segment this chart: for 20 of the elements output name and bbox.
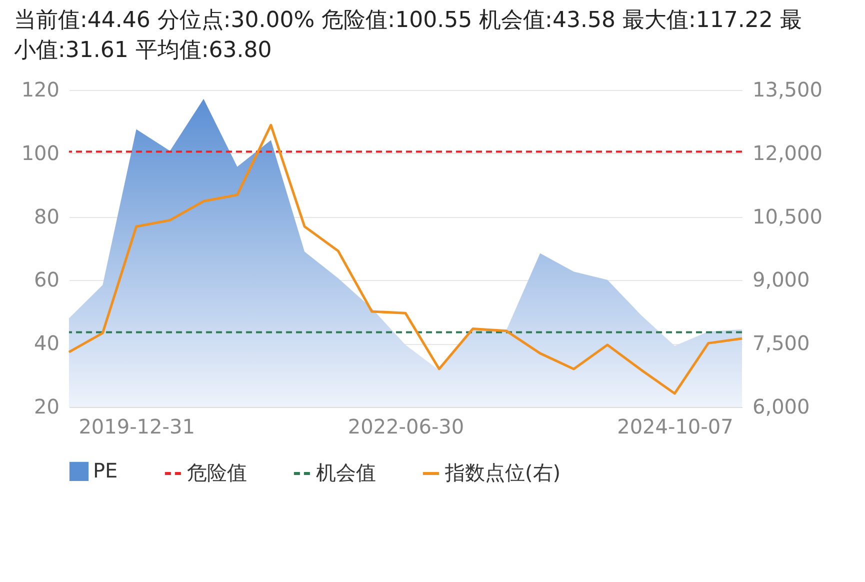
y-tick-label: 100 bbox=[21, 140, 60, 165]
y2-tick-label: 13,500 bbox=[752, 78, 822, 102]
x-tick-label: 2024-10-07 bbox=[617, 414, 734, 438]
y2-tick-label: 10,500 bbox=[752, 204, 822, 228]
legend-label: 危险值 bbox=[187, 460, 247, 484]
y2-tick-label: 7,500 bbox=[752, 331, 810, 356]
y2-tick-label: 6,000 bbox=[752, 394, 810, 418]
legend-label: 指数点位(右) bbox=[444, 460, 561, 484]
y-tick-label: 60 bbox=[34, 268, 60, 292]
y-tick-label: 20 bbox=[34, 394, 60, 418]
x-tick-label: 2022-06-30 bbox=[348, 414, 464, 438]
y2-tick-label: 12,000 bbox=[752, 140, 822, 165]
legend-label: PE bbox=[93, 458, 118, 482]
legend-label: 机会值 bbox=[316, 460, 376, 484]
x-tick-label: 2019-12-31 bbox=[78, 414, 195, 438]
y2-tick-label: 9,000 bbox=[752, 268, 810, 292]
y-tick-label: 40 bbox=[34, 331, 60, 356]
y-tick-label: 80 bbox=[34, 204, 60, 228]
chart-title: 当前值:44.46 分位点:30.00% 危险值:100.55 机会值:43.58 最大值:117.22 最小值:31.61 平均值:63.80 bbox=[13, 7, 803, 65]
y-tick-label: 120 bbox=[21, 78, 60, 102]
